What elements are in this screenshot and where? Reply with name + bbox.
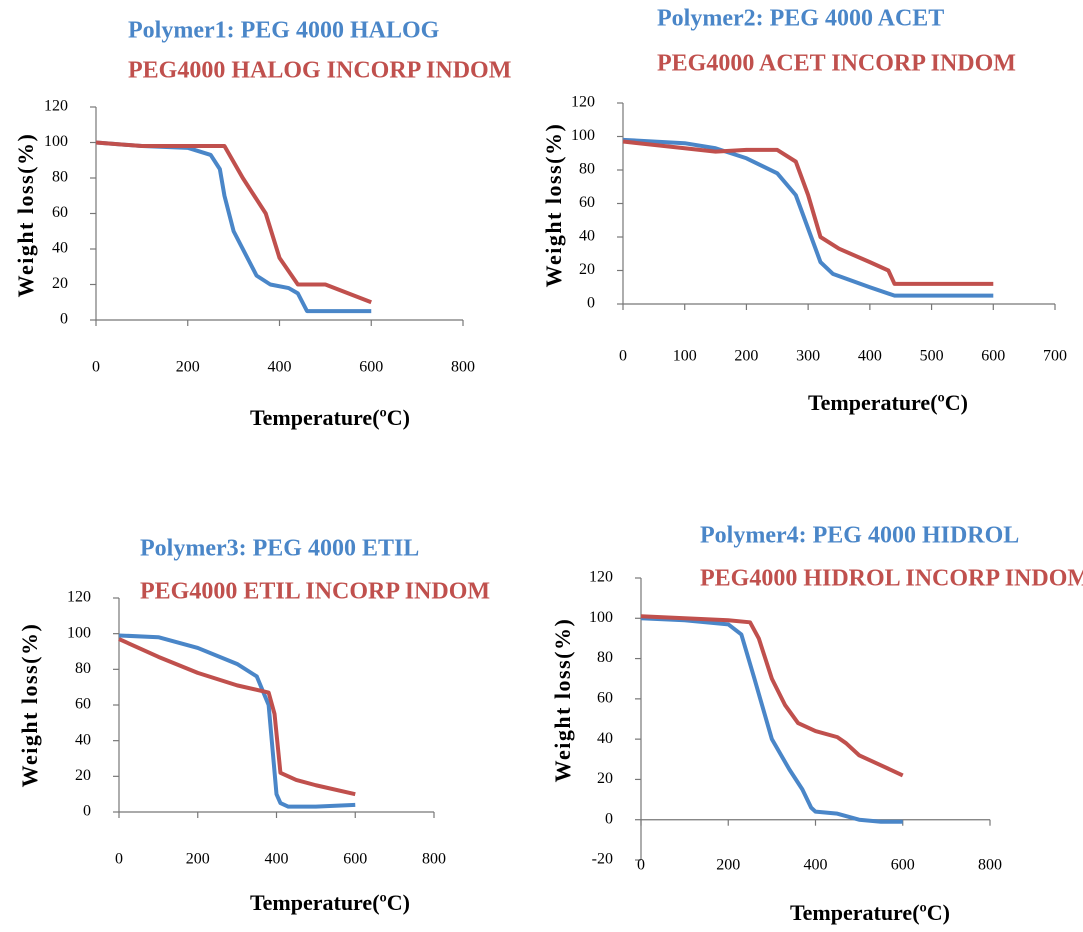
y-tick-label: 80 xyxy=(75,660,91,677)
x-tick-label: 800 xyxy=(978,857,1002,874)
x-tick-label: 600 xyxy=(359,359,383,376)
legend-entry: PEG4000 HALOG INCORP INDOM xyxy=(128,58,511,84)
data-line xyxy=(640,616,903,824)
y-tick-label: 0 xyxy=(605,810,613,827)
y-axis-label: Weight loss(%) xyxy=(541,123,566,288)
y-tick-label: 120 xyxy=(44,98,68,115)
x-tick-label: 400 xyxy=(804,857,828,874)
legend-entry: PEG4000 ACET INCORP INDOM xyxy=(657,51,1016,77)
y-tick-label: 20 xyxy=(52,275,68,292)
x-tick-label: 400 xyxy=(858,348,882,365)
data-line xyxy=(622,137,994,298)
x-tick-label: 0 xyxy=(115,851,123,868)
legend-entry: PEG4000 HIDROL INCORP INDOM xyxy=(700,566,1083,592)
legend-entry: Polymer3: PEG 4000 ETIL xyxy=(140,536,419,562)
x-axis-label: Temperature(ºC) xyxy=(250,890,410,915)
legend-entry: Polymer2: PEG 4000 ACET xyxy=(657,6,944,32)
x-tick-label: 600 xyxy=(981,348,1005,365)
data-line xyxy=(95,140,372,305)
y-tick-label: 100 xyxy=(571,127,595,144)
y-tick-label: 120 xyxy=(589,569,613,586)
x-axis-label: Temperature(ºC) xyxy=(250,405,410,430)
y-tick-label: 0 xyxy=(83,803,91,820)
y-tick-label: 100 xyxy=(589,609,613,626)
y-tick-label: 40 xyxy=(75,731,91,748)
x-tick-label: 200 xyxy=(186,851,210,868)
y-tick-label: 100 xyxy=(67,624,91,641)
y-tick-label: 40 xyxy=(52,240,68,257)
y-tick-label: 60 xyxy=(52,204,68,221)
x-tick-label: 700 xyxy=(1043,348,1067,365)
y-tick-label: 40 xyxy=(597,730,613,747)
y-tick-label: 60 xyxy=(579,194,595,211)
y-tick-label: 80 xyxy=(52,169,68,186)
x-tick-label: 200 xyxy=(716,857,740,874)
data-line xyxy=(118,633,356,809)
legend-entry: PEG4000 ETIL INCORP INDOM xyxy=(140,579,490,605)
x-tick-label: 800 xyxy=(422,851,446,868)
x-tick-label: 800 xyxy=(451,359,475,376)
x-tick-label: 600 xyxy=(891,857,915,874)
x-tick-label: 0 xyxy=(619,348,627,365)
data-line xyxy=(622,139,994,286)
x-tick-label: 0 xyxy=(92,359,100,376)
y-tick-label: 60 xyxy=(75,696,91,713)
y-tick-label: 100 xyxy=(44,133,68,150)
x-tick-label: 400 xyxy=(268,359,292,376)
y-axis-label: Weight loss(%) xyxy=(17,623,42,788)
x-tick-label: 400 xyxy=(265,851,289,868)
x-tick-label: 100 xyxy=(673,348,697,365)
legend-entry: Polymer1: PEG 4000 HALOG xyxy=(128,18,440,44)
y-tick-label: 0 xyxy=(60,311,68,328)
y-tick-label: 20 xyxy=(75,767,91,784)
y-tick-label: 120 xyxy=(571,94,595,111)
data-line xyxy=(118,637,356,797)
y-tick-label: -20 xyxy=(592,851,613,868)
y-tick-label: 40 xyxy=(579,228,595,245)
data-line xyxy=(95,140,372,314)
y-tick-label: 80 xyxy=(597,649,613,666)
y-tick-label: 80 xyxy=(579,161,595,178)
x-tick-label: 300 xyxy=(796,348,820,365)
data-line xyxy=(640,614,904,778)
legend-entry: Polymer4: PEG 4000 HIDROL xyxy=(700,523,1019,549)
y-tick-label: 60 xyxy=(597,690,613,707)
y-tick-label: 20 xyxy=(597,770,613,787)
y-tick-label: 0 xyxy=(587,295,595,312)
y-axis-label: Weight loss(%) xyxy=(13,133,38,298)
x-tick-label: 200 xyxy=(734,348,758,365)
y-axis-label: Weight loss(%) xyxy=(550,618,575,783)
x-tick-label: 600 xyxy=(343,851,367,868)
x-tick-label: 500 xyxy=(920,348,944,365)
x-axis-label: Temperature(ºC) xyxy=(790,900,950,925)
y-tick-label: 20 xyxy=(579,261,595,278)
x-tick-label: 200 xyxy=(176,359,200,376)
y-tick-label: 120 xyxy=(67,589,91,606)
x-tick-label: 0 xyxy=(637,857,645,874)
x-axis-label: Temperature(ºC) xyxy=(808,390,968,415)
